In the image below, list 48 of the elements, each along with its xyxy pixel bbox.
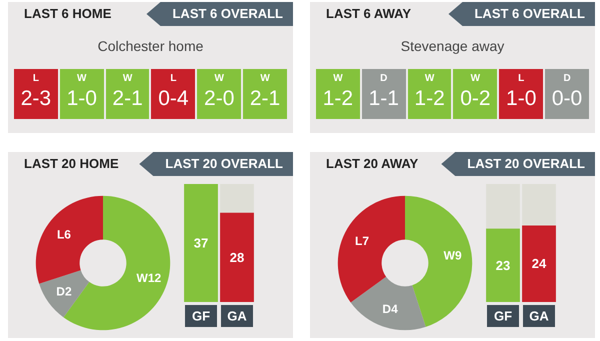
category-label: W <box>332 73 344 86</box>
text: LAST 6 OVERALL <box>448 2 595 26</box>
data-label: L7 <box>354 234 370 248</box>
category-label: W <box>259 73 271 86</box>
text: 1-0 <box>506 87 536 110</box>
text: LAST 20 OVERALL <box>139 152 293 176</box>
data-label: L6 <box>56 228 72 242</box>
x-tick-label: GA <box>227 308 248 324</box>
text: 0-2 <box>460 87 491 110</box>
text: LAST 6 AWAY <box>325 5 412 23</box>
data-label: W12 <box>136 270 162 285</box>
text: LAST 20 OVERALL <box>441 152 595 176</box>
x-tick-label: GF <box>192 308 210 324</box>
data-label: W9 <box>444 248 462 262</box>
x-tick-label: GF <box>494 308 512 324</box>
data-label: 23 <box>496 258 510 273</box>
text: LAST 6 HOME <box>23 5 112 23</box>
category-label: W <box>424 73 436 86</box>
text: 0-4 <box>158 87 189 110</box>
text: 2-1 <box>250 87 280 110</box>
category-label: W <box>214 73 225 86</box>
category-label: W <box>76 73 88 86</box>
text: 1-2 <box>414 87 445 110</box>
category-label: D <box>379 73 388 86</box>
data-label: D4 <box>382 302 398 316</box>
data-label: 28 <box>230 250 244 265</box>
data-label: 24 <box>532 256 547 272</box>
text: 1-0 <box>66 87 97 110</box>
chart-title: LAST 20 AWAY <box>325 155 418 173</box>
category-label: L <box>517 73 526 86</box>
text: Stevenage away <box>400 38 506 54</box>
x-tick-label: GA <box>529 308 550 324</box>
text: Colchester home <box>96 38 204 54</box>
data-label: D2 <box>56 284 72 298</box>
text: 2-1 <box>112 87 143 110</box>
text: 1-2 <box>322 87 354 110</box>
chart-title: LAST 20 HOME <box>23 155 119 173</box>
text: 0-0 <box>552 87 582 110</box>
category-label: L <box>32 73 40 86</box>
text: 2-0 <box>204 87 234 110</box>
text: 1-1 <box>368 87 399 110</box>
text: 2-3 <box>20 87 52 110</box>
category-label: L <box>169 73 178 86</box>
data-label: 37 <box>194 236 208 250</box>
category-label: W <box>470 73 482 86</box>
category-label: D <box>562 73 572 86</box>
text: LAST 6 OVERALL <box>146 2 293 26</box>
category-label: W <box>122 73 134 86</box>
